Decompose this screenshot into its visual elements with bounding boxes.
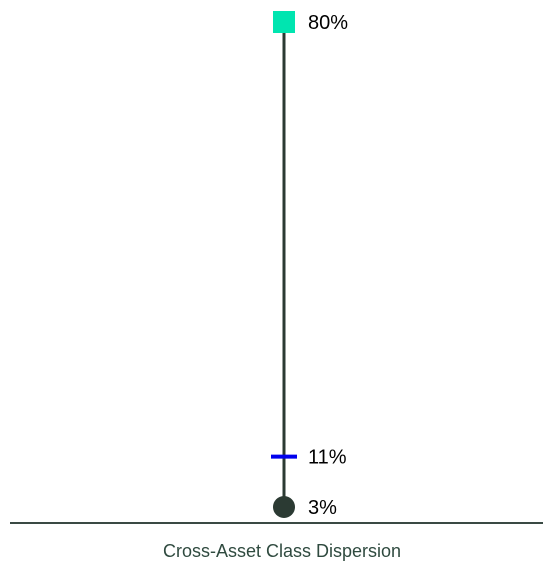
point-value-label: 80% bbox=[308, 12, 348, 34]
point-marker-square bbox=[273, 11, 295, 33]
point-value-label: 3% bbox=[308, 497, 337, 519]
point-value-label: 11% bbox=[308, 447, 347, 469]
category-label: Cross-Asset Class Dispersion bbox=[163, 541, 401, 561]
point-marker-circle bbox=[273, 496, 295, 518]
points-layer: 80% 11% 3% bbox=[271, 11, 348, 519]
